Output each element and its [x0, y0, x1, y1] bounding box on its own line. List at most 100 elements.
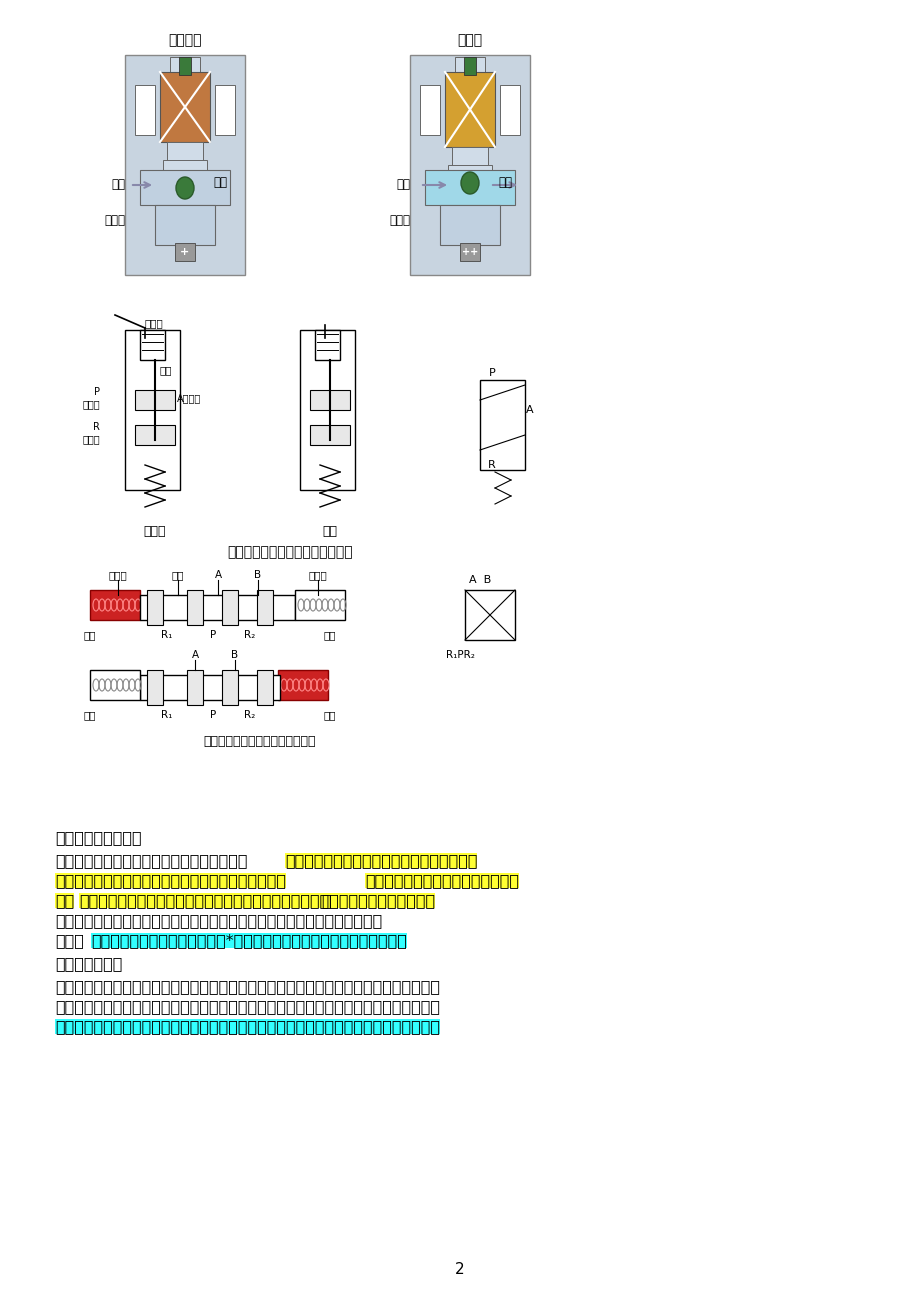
Text: 阀芯: 阀芯	[160, 365, 173, 375]
Bar	[167, 142, 203, 161]
Bar	[221, 590, 238, 625]
Bar	[221, 671, 238, 704]
Text: A: A	[526, 405, 533, 415]
Bar	[499, 85, 519, 135]
Text: 双电控直动式电磁阀的动作原理图: 双电控直动式电磁阀的动作原理图	[203, 736, 316, 749]
Bar	[295, 590, 345, 620]
Bar	[170, 57, 199, 72]
Bar	[480, 380, 525, 470]
Text: R₁PR₂: R₁PR₂	[445, 650, 474, 660]
Bar	[463, 57, 475, 76]
Bar	[460, 243, 480, 260]
Text: A工作口: A工作口	[176, 393, 201, 404]
Text: 排气口: 排气口	[389, 214, 410, 227]
Text: R₁: R₁	[161, 710, 173, 720]
Text: B: B	[232, 650, 238, 660]
Bar	[154, 204, 215, 245]
Text: R₁: R₁	[161, 630, 173, 641]
Text: 通电: 通电	[84, 630, 96, 641]
Ellipse shape	[460, 172, 479, 194]
Text: B: B	[255, 570, 261, 579]
Text: 电磁铁: 电磁铁	[108, 570, 127, 579]
Bar	[466, 147, 473, 242]
Bar	[187, 671, 203, 704]
Bar	[256, 671, 273, 704]
Text: 分布直动式电磁阀：: 分布直动式电磁阀：	[55, 829, 142, 845]
Text: 在零压差或真空、高压时亦能可*动作，但功率较大，要求必须水平安装。: 在零压差或真空、高压时亦能可*动作，但功率较大，要求必须水平安装。	[91, 934, 406, 948]
Text: A: A	[214, 570, 221, 579]
Bar	[140, 595, 295, 620]
Text: 当入口与出口达到启动压差时，通电: 当入口与出口达到启动压差时，通电	[365, 874, 518, 888]
Bar	[439, 204, 499, 245]
Text: 特点：: 特点：	[55, 934, 84, 948]
Text: P: P	[210, 710, 216, 720]
Text: R₂: R₂	[244, 710, 255, 720]
Text: ；: ；	[321, 893, 331, 907]
Bar	[215, 85, 234, 135]
Bar	[410, 55, 529, 275]
Bar	[445, 72, 494, 147]
Bar	[175, 243, 195, 260]
Bar	[314, 329, 340, 359]
Bar	[135, 85, 154, 135]
Text: 通电: 通电	[323, 710, 335, 720]
Bar	[140, 329, 165, 359]
Bar	[420, 85, 439, 135]
Text: A  B: A B	[469, 575, 491, 585]
Bar	[147, 590, 163, 625]
Text: 通过旁通孔迅速腔室在关阀件周围形成下低上高的压差，流体压力推动关闭件向下移动，关: 通过旁通孔迅速腔室在关阀件周围形成下低上高的压差，流体压力推动关闭件向下移动，关	[55, 1019, 439, 1034]
Text: 断电: 断电	[323, 630, 335, 641]
Bar	[300, 329, 355, 490]
Bar	[256, 590, 273, 625]
Ellipse shape	[176, 177, 194, 199]
Bar	[147, 671, 163, 704]
Bar	[125, 55, 244, 275]
Bar	[163, 160, 207, 171]
Text: 出口: 出口	[213, 177, 227, 190]
Bar	[140, 674, 279, 700]
Text: ++: ++	[461, 247, 478, 256]
Text: 出口: 出口	[497, 177, 512, 190]
Bar	[181, 142, 188, 242]
Text: 当入口与出口没有压差时，通电后，电磁力直: 当入口与出口没有压差时，通电后，电磁力直	[285, 853, 477, 868]
Text: A: A	[191, 650, 199, 660]
Text: 通电: 通电	[323, 525, 337, 538]
Bar	[135, 391, 175, 410]
Text: 接把先导小阀和主阀关闭件依次向上提起，阀门打开。: 接把先导小阀和主阀关闭件依次向上提起，阀门打开。	[55, 874, 286, 888]
Bar	[90, 590, 140, 620]
Bar	[310, 391, 349, 410]
Text: P: P	[488, 368, 494, 378]
Text: R₂: R₂	[244, 630, 255, 641]
Text: 排气口: 排气口	[104, 214, 125, 227]
Text: 单电控直动式电磁阀的动作原理图: 单电控直动式电磁阀的动作原理图	[227, 546, 352, 559]
Text: 原理：通电时，电磁力把先导孔打开，上腔室压力迅速下降，在关闭件周围形成上低下高的: 原理：通电时，电磁力把先导孔打开，上腔室压力迅速下降，在关闭件周围形成上低下高的	[55, 979, 439, 993]
Bar	[135, 424, 175, 445]
Text: P: P	[210, 630, 216, 641]
Text: 压差，流体压力推动关闭件向上移动，阀门打开；断电时，弹簧力把先导孔关闭，入口压力: 压差，流体压力推动关闭件向上移动，阀门打开；断电时，弹簧力把先导孔关闭，入口压力	[55, 999, 439, 1014]
Text: 非通电: 非通电	[143, 525, 166, 538]
Bar	[310, 424, 349, 445]
Text: 断电: 断电	[84, 710, 96, 720]
Text: 2: 2	[455, 1263, 464, 1277]
Text: 电磁力先导小阀，主阀下腔压力上升，上腔压力下降，从而利用压差把主阀向上推开: 电磁力先导小阀，主阀下腔压力上升，上腔压力下降，从而利用压差把主阀向上推开	[79, 893, 435, 907]
Text: 原理：它是一种直动和先导式相结合的原理，: 原理：它是一种直动和先导式相结合的原理，	[55, 853, 247, 868]
Bar	[160, 72, 210, 142]
Bar	[90, 671, 140, 700]
Bar	[448, 165, 492, 174]
Text: 入口: 入口	[395, 178, 410, 191]
Bar	[451, 147, 487, 167]
Bar	[187, 590, 203, 625]
Text: R
排气口: R 排气口	[83, 422, 100, 444]
Bar	[425, 171, 515, 204]
Bar	[125, 329, 180, 490]
Text: 非通电时: 非通电时	[168, 33, 201, 47]
Text: +: +	[180, 247, 189, 256]
Bar	[140, 171, 230, 204]
Text: P
供气口: P 供气口	[83, 387, 100, 409]
Text: 先导式电磁阀：: 先导式电磁阀：	[55, 956, 122, 971]
Text: 后，: 后，	[55, 893, 74, 907]
Bar	[464, 590, 515, 641]
Text: 电磁铁: 电磁铁	[308, 570, 327, 579]
Bar	[455, 57, 484, 72]
Text: 断电时，先导阀利用弹簧力或介质压力推动关闭件，向下移动，使阀门关闭。: 断电时，先导阀利用弹簧力或介质压力推动关闭件，向下移动，使阀门关闭。	[55, 913, 381, 928]
